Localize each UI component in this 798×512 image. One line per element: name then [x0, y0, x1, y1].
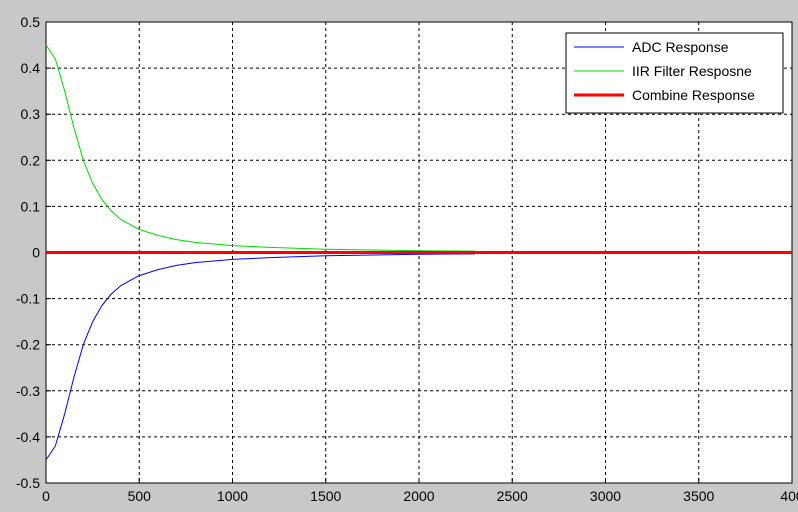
legend-label-2: IIR Filter Resposne	[632, 63, 752, 79]
y-tick-label: 0.4	[21, 60, 41, 76]
legend: ADC Response IIR Filter Resposne Combine R…	[565, 32, 784, 114]
y-tick-label: 0.2	[21, 152, 41, 168]
y-tick-label: -0.4	[16, 429, 40, 445]
series-line-1	[45, 253, 475, 461]
y-tick-label: 0.5	[21, 14, 41, 30]
legend-box	[565, 32, 784, 114]
y-tick-label: -0.1	[16, 291, 40, 307]
x-tick-label: 1500	[310, 488, 341, 504]
tick-labels: 0 500 1000 1500 2000 2500 3000 3500 400 0.5 0.4 0.3…	[16, 14, 798, 504]
series	[45, 44, 792, 461]
series-line-2	[45, 44, 475, 252]
y-tick-label: -0.2	[16, 337, 40, 353]
x-tick-label: 400	[780, 488, 798, 504]
legend-label-3: Combine Response	[632, 87, 755, 103]
y-tick-label: -0.3	[16, 383, 40, 399]
x-tick-label: 0	[42, 488, 50, 504]
x-tick-label: 3000	[590, 488, 621, 504]
y-tick-label: -0.5	[16, 475, 40, 491]
legend-label-1: ADC Response	[632, 39, 729, 55]
x-tick-label: 1000	[217, 488, 248, 504]
x-tick-label: 3500	[683, 488, 714, 504]
y-tick-label: 0.1	[21, 198, 41, 214]
y-tick-label: 0.3	[21, 106, 41, 122]
x-tick-label: 500	[128, 488, 152, 504]
y-tick-label: 0	[32, 245, 40, 261]
x-tick-label: 2500	[497, 488, 528, 504]
x-tick-label: 2000	[403, 488, 434, 504]
